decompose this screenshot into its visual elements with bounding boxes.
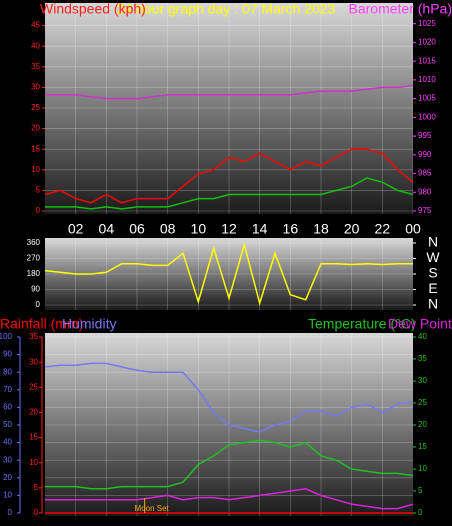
y2-tick-label: E: [428, 280, 437, 296]
y3-tick-label: 20: [29, 408, 38, 417]
y-tick-label: 70: [3, 385, 12, 394]
x-tick-label: 14: [252, 221, 268, 237]
y2-tick-label: 1005: [418, 94, 436, 103]
y3-tick-label: 10: [29, 458, 38, 467]
x-tick-label: 08: [160, 221, 176, 237]
chart-title: 24 hour graph day : 07 March 2023: [117, 1, 336, 17]
y-tick-label: 50: [3, 420, 12, 429]
y2-tick-label: 20: [418, 420, 427, 429]
y-tick-label: 0: [36, 300, 41, 309]
y-tick-label: 360: [27, 238, 41, 247]
x-tick-label: 00: [405, 221, 421, 237]
y2-tick-label: 1020: [418, 38, 436, 47]
y2-tick-label: 25: [418, 398, 427, 407]
y-tick-label: 25: [31, 103, 40, 112]
y-tick-label: 20: [31, 124, 40, 133]
x-tick-label: 02: [68, 221, 84, 237]
y3-tick-label: 25: [29, 382, 38, 391]
y2-tick-label: 995: [418, 131, 432, 140]
series-title: Rainfall (mm): [0, 316, 83, 332]
annotation: Moon Set: [135, 504, 170, 513]
y-tick-label: 60: [3, 403, 12, 412]
axis-title: Barometer (hPa): [349, 1, 452, 17]
plot-content: [45, 333, 413, 516]
y-tick-label: 270: [27, 254, 41, 263]
plot-area: [45, 3, 413, 214]
y-tick-label: 10: [3, 491, 12, 500]
y2-tick-label: 1000: [418, 112, 436, 121]
axis-title: Windspeed (kph): [40, 1, 146, 17]
y2-tick-label: 990: [418, 150, 432, 159]
y3-tick-label: 35: [29, 332, 38, 341]
y2-tick-label: S: [428, 265, 437, 281]
x-tick-label: 12: [221, 221, 237, 237]
x-tick-label: 20: [344, 221, 360, 237]
y3-tick-label: 15: [29, 433, 38, 442]
plot-content: [45, 238, 413, 310]
y-tick-label: 80: [3, 367, 12, 376]
series-line: [45, 488, 413, 510]
y3-tick-label: 30: [29, 357, 38, 366]
y-tick-label: 45: [31, 21, 40, 30]
y-tick-label: 40: [31, 41, 40, 50]
series-line: [45, 362, 413, 433]
y-tick-label: 15: [31, 144, 40, 153]
x-tick-label: 10: [191, 221, 207, 237]
x-tick-label: 06: [129, 221, 145, 237]
y-tick-label: 90: [31, 285, 40, 294]
y2-tick-label: 0: [418, 508, 423, 517]
y-tick-label: 0: [36, 206, 41, 215]
y-tick-label: 100: [0, 332, 13, 341]
series-line: [45, 84, 413, 100]
y-tick-label: 30: [3, 455, 12, 464]
y-tick-label: 20: [3, 473, 12, 482]
series-line: [45, 241, 413, 307]
series-title: Dew Point: [388, 316, 452, 332]
series-line: [45, 439, 413, 490]
y2-tick-label: N: [428, 234, 438, 250]
x-tick-label: 22: [375, 221, 391, 237]
y2-tick-label: 35: [418, 354, 427, 363]
x-tick-label: 18: [313, 221, 329, 237]
y2-tick-label: 15: [418, 442, 427, 451]
y-tick-label: 180: [27, 269, 41, 278]
y3-tick-label: 0: [34, 508, 39, 517]
x-tick-label: 16: [283, 221, 299, 237]
y2-tick-label: 1025: [418, 19, 436, 28]
series-line: [45, 148, 413, 204]
y-tick-label: 30: [31, 83, 40, 92]
y3-tick-label: 5: [34, 483, 39, 492]
y-tick-label: 10: [31, 165, 40, 174]
y-tick-label: 5: [36, 186, 41, 195]
y2-tick-label: 975: [418, 206, 432, 215]
y2-tick-label: 5: [418, 486, 423, 495]
y2-tick-label: 980: [418, 187, 432, 196]
y2-tick-label: 40: [418, 332, 427, 341]
y2-tick-label: 30: [418, 376, 427, 385]
series-title: Humidity: [62, 316, 116, 332]
y-tick-label: 0: [8, 508, 13, 517]
series-line: [45, 177, 413, 210]
series-title: Temperature (°C): [308, 316, 416, 332]
y2-tick-label: 985: [418, 169, 432, 178]
y-tick-label: 90: [3, 350, 12, 359]
y-tick-label: 35: [31, 62, 40, 71]
y-tick-label: 40: [3, 438, 12, 447]
y2-tick-label: 10: [418, 464, 427, 473]
y2-tick-label: N: [428, 296, 438, 312]
y2-tick-label: 1010: [418, 75, 436, 84]
x-tick-label: 04: [99, 221, 115, 237]
y2-tick-label: W: [426, 249, 440, 265]
y2-tick-label: 1015: [418, 56, 436, 65]
plot-content: [45, 3, 413, 214]
